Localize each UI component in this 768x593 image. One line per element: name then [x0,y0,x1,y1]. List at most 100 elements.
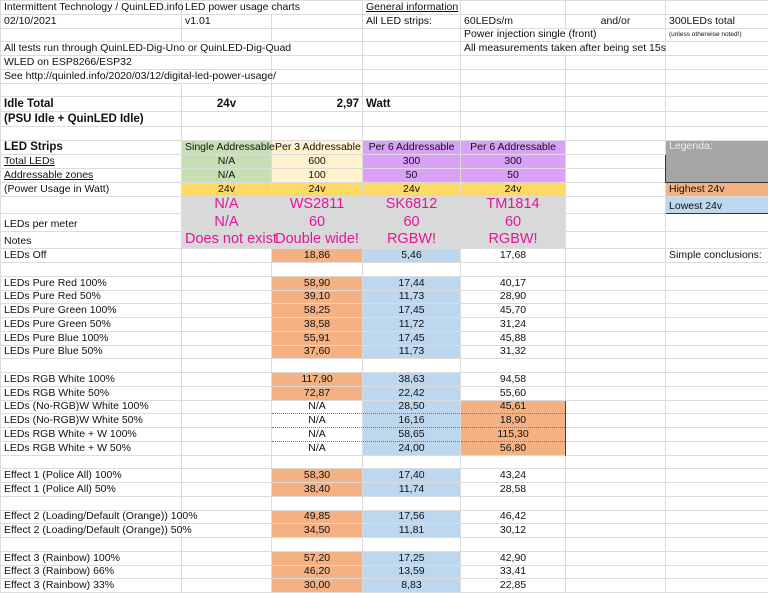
cell[interactable] [1,197,182,214]
measurement-value[interactable] [182,304,272,318]
measurement-value[interactable]: 28,50 [363,400,461,414]
cell[interactable] [566,400,666,414]
cell[interactable] [566,169,666,183]
wled-note[interactable]: WLED on ESP8266/ESP32 [1,56,272,70]
measurement-value[interactable]: 17,44 [363,276,461,290]
cell[interactable] [666,345,768,359]
measurement-label[interactable]: Effect 3 (Rainbow) 66% [1,565,182,579]
notes[interactable]: Does not exist [182,231,272,248]
cell[interactable] [666,496,768,510]
unless-noted[interactable]: (unless otherwise noted!) [666,28,768,42]
cell[interactable] [461,69,566,83]
measurement-label[interactable]: LEDs Pure Red 100% [1,276,182,290]
measurement-value[interactable] [182,373,272,387]
cell[interactable] [666,214,768,231]
measurement-value[interactable]: N/A [272,441,363,455]
measurement-value[interactable]: 58,30 [272,469,363,483]
cell[interactable] [666,276,768,290]
cell[interactable] [566,428,666,442]
cell[interactable] [666,551,768,565]
cell[interactable] [666,359,768,373]
cell[interactable] [666,455,768,469]
measurement-label[interactable]: LEDs Pure Green 100% [1,304,182,318]
notes[interactable]: RGBW! [363,231,461,248]
measurement-value[interactable] [182,469,272,483]
chart-title[interactable]: LED power usage charts [182,1,363,15]
chip-type[interactable]: TM1814 [461,197,566,214]
measurement-value[interactable] [182,551,272,565]
cell[interactable] [461,496,566,510]
cell[interactable] [363,69,461,83]
cell[interactable] [666,483,768,497]
cell[interactable] [182,28,272,42]
cell[interactable] [1,262,182,276]
measurement-value[interactable]: 117,90 [272,373,363,387]
cell[interactable] [566,318,666,332]
measurement-value[interactable]: 11,73 [363,345,461,359]
measurement-value[interactable] [182,524,272,538]
cell[interactable] [272,112,363,127]
measurement-value[interactable]: 34,50 [272,524,363,538]
total-leds[interactable]: 300 [461,155,566,169]
cell[interactable] [272,14,363,28]
cell[interactable] [182,359,272,373]
measurement-label[interactable]: Effect 3 (Rainbow) 100% [1,551,182,565]
cell[interactable] [666,510,768,524]
cell[interactable] [666,565,768,579]
measurement-value[interactable]: 46,20 [272,565,363,579]
cell[interactable] [1,538,182,552]
cell[interactable] [272,127,363,141]
measurement-value[interactable]: 115,30 [461,428,566,442]
cell[interactable] [1,455,182,469]
measurement-value[interactable]: 45,70 [461,304,566,318]
measurement-value[interactable]: 49,85 [272,510,363,524]
measurement-value[interactable]: 16,16 [363,414,461,428]
measurement-value[interactable]: 55,60 [461,386,566,400]
measurement-value[interactable]: 58,90 [272,276,363,290]
cell[interactable] [566,359,666,373]
measurement-value[interactable]: 55,91 [272,331,363,345]
measurement-value[interactable] [182,400,272,414]
cell[interactable] [566,214,666,231]
cell[interactable] [272,56,363,70]
cell[interactable] [566,56,666,70]
cell[interactable] [272,359,363,373]
measurement-value[interactable]: 5,46 [363,248,461,262]
version[interactable]: v1.01 [182,14,272,28]
company-name[interactable]: Intermittent Technology / QuinLED.info [1,1,182,15]
cell[interactable] [566,127,666,141]
zones[interactable]: N/A [182,169,272,183]
legend-highest[interactable]: Highest 24v [666,183,768,197]
measurement-value[interactable] [182,318,272,332]
cell[interactable] [566,83,666,97]
cell[interactable] [1,83,182,97]
cell[interactable] [566,331,666,345]
measurements-note[interactable]: All measurements taken after being set 1… [461,42,666,56]
cell[interactable] [461,1,566,15]
cell[interactable] [566,565,666,579]
cell[interactable] [666,112,768,127]
and-or[interactable]: and/or [566,14,666,28]
chip-type[interactable]: SK6812 [363,197,461,214]
total-leds-label[interactable]: Total LEDs [1,155,182,169]
idle-value[interactable]: 2,97 [272,97,363,112]
cell[interactable] [666,127,768,141]
cell[interactable] [566,441,666,455]
measurement-value[interactable]: 31,32 [461,345,566,359]
cell[interactable] [182,262,272,276]
cell[interactable] [566,262,666,276]
cell[interactable] [666,428,768,442]
measurement-value[interactable]: 11,74 [363,483,461,497]
measurement-value[interactable]: 37,60 [272,345,363,359]
cell[interactable] [272,83,363,97]
total-leds[interactable]: N/A [182,155,272,169]
cell[interactable] [363,28,461,42]
cell[interactable] [363,42,461,56]
measurement-value[interactable]: 56,80 [461,441,566,455]
cell[interactable] [666,373,768,387]
power-label[interactable]: (Power Usage in Watt) [1,183,182,197]
measurement-value[interactable]: 94,58 [461,373,566,387]
leds-per-meter-label[interactable]: LEDs per meter [1,214,182,231]
measurement-value[interactable] [182,483,272,497]
measurement-label[interactable]: Effect 2 (Loading/Default (Orange)) 100% [1,510,182,524]
